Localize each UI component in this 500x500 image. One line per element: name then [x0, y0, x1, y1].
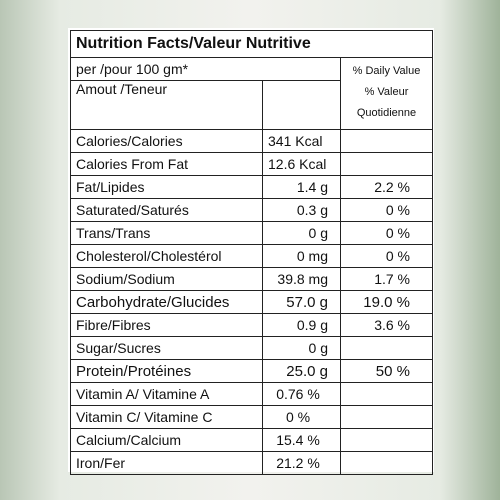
nutrient-name: Vitamin C/ Vitamine C: [70, 405, 263, 429]
nutrient-name: Cholesterol/Cholestérol: [70, 244, 263, 268]
nutrient-row: Iron/Fer 21.2 %: [70, 451, 433, 475]
daily-value: 50 %: [340, 359, 433, 383]
nutrient-amount: 0.9 g: [262, 313, 341, 337]
nutrient-row: Cholesterol/Cholestérol 0 mg 0 %: [70, 244, 433, 268]
nutrient-name: Protein/Protéines: [70, 359, 263, 383]
daily-value: 0 %: [340, 221, 433, 245]
daily-value-header: % Daily Value % Valeur Quotidienne: [340, 57, 433, 130]
nutrient-amount: 0 %: [262, 405, 341, 429]
nutrient-row: Carbohydrate/Glucides 57.0 g 19.0 %: [70, 290, 433, 314]
nutrient-amount: 0.76 %: [262, 382, 341, 406]
nutrient-name: Iron/Fer: [70, 451, 263, 475]
nutrient-amount: 0 g: [262, 336, 341, 360]
daily-value: 0 %: [340, 244, 433, 268]
nutrient-name: Fat/Lipides: [70, 175, 263, 199]
nutrient-amount: 39.8 mg: [262, 267, 341, 291]
nutrient-amount: 15.4 %: [262, 428, 341, 452]
dv-line: % Valeur: [364, 86, 409, 98]
nutrient-name: Calories/Calories: [70, 129, 263, 153]
nutrient-amount: 0 g: [262, 221, 341, 245]
empty-cell: [340, 152, 433, 176]
daily-value: 3.6 %: [340, 313, 433, 337]
nutrient-row: Calories From Fat 12.6 Kcal: [70, 152, 433, 176]
empty-cell: [340, 405, 433, 429]
dv-line: % Daily Value: [352, 65, 421, 77]
empty-cell: [340, 451, 433, 475]
empty-cell: [340, 336, 433, 360]
daily-value: 0 %: [340, 198, 433, 222]
nutrient-name: Calcium/Calcium: [70, 428, 263, 452]
nutrient-row: Fibre/Fibres 0.9 g 3.6 %: [70, 313, 433, 337]
nutrient-name: Sugar/Sucres: [70, 336, 263, 360]
empty-cell: [340, 382, 433, 406]
per-row: per /pour 100 gm* % Daily Value % Valeur…: [70, 57, 433, 130]
nutrient-name: Trans/Trans: [70, 221, 263, 245]
nutrition-table: Nutrition Facts/Valeur Nutritive per /po…: [70, 30, 433, 475]
nutrient-name: Fibre/Fibres: [70, 313, 263, 337]
nutrient-name: Carbohydrate/Glucides: [70, 290, 263, 314]
dv-line: Quotidienne: [356, 107, 417, 119]
daily-value: 19.0 %: [340, 290, 433, 314]
nutrient-row: Calcium/Calcium 15.4 %: [70, 428, 433, 452]
nutrient-row: Vitamin A/ Vitamine A 0.76 %: [70, 382, 433, 406]
title-row: Nutrition Facts/Valeur Nutritive: [70, 30, 433, 58]
nutrient-row: Sugar/Sucres 0 g: [70, 336, 433, 360]
nutrient-amount: 0 mg: [262, 244, 341, 268]
nutrient-name: Calories From Fat: [70, 152, 263, 176]
nutrient-name: Sodium/Sodium: [70, 267, 263, 291]
nutrient-amount: 1.4 g: [262, 175, 341, 199]
amount-header: Amout /Teneur: [70, 80, 263, 130]
per: per /pour 100 gm*: [70, 57, 341, 81]
amount-row: Amout /Teneur: [70, 80, 433, 130]
nutrient-amount: 25.0 g: [262, 359, 341, 383]
nutrient-amount: 341 Kcal: [262, 129, 341, 153]
nutrient-row: Protein/Protéines 25.0 g 50 %: [70, 359, 433, 383]
nutrient-amount: 12.6 Kcal: [262, 152, 341, 176]
nutrient-row: Fat/Lipides 1.4 g 2.2 %: [70, 175, 433, 199]
daily-value: 2.2 %: [340, 175, 433, 199]
nutrient-row: Calories/Calories 341 Kcal: [70, 129, 433, 153]
nutrient-amount: 0.3 g: [262, 198, 341, 222]
daily-value: 1.7 %: [340, 267, 433, 291]
nutrient-name: Saturated/Saturés: [70, 198, 263, 222]
empty-cell: [340, 129, 433, 153]
empty-cell: [262, 80, 341, 130]
nutrient-row: Sodium/Sodium 39.8 mg 1.7 %: [70, 267, 433, 291]
title: Nutrition Facts/Valeur Nutritive: [70, 30, 433, 58]
nutrient-amount: 57.0 g: [262, 290, 341, 314]
nutrient-name: Vitamin A/ Vitamine A: [70, 382, 263, 406]
empty-cell: [340, 428, 433, 452]
nutrient-amount: 21.2 %: [262, 451, 341, 475]
